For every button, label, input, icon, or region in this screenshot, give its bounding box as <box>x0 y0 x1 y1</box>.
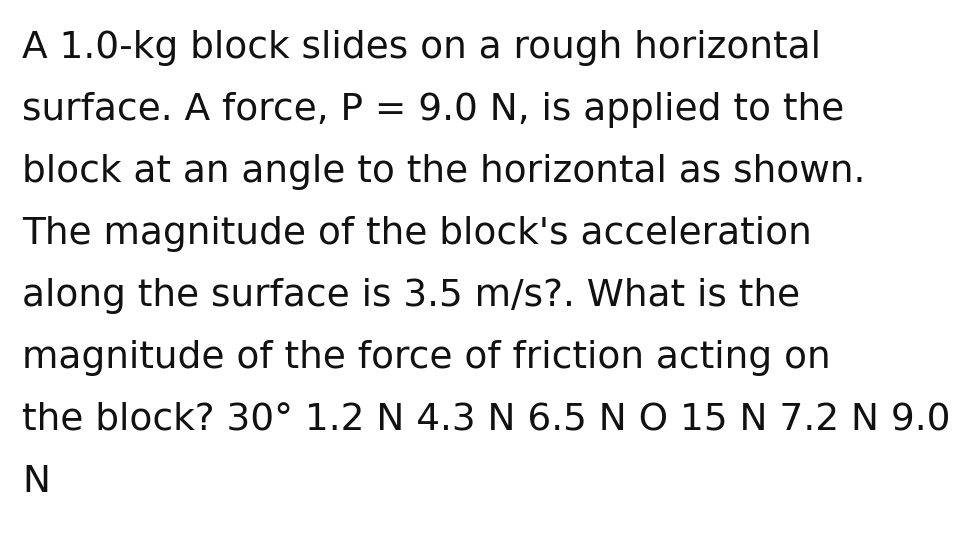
Text: N: N <box>22 464 50 500</box>
Text: surface. A force, P = 9.0 N, is applied to the: surface. A force, P = 9.0 N, is applied … <box>22 92 844 128</box>
Text: block at an angle to the horizontal as shown.: block at an angle to the horizontal as s… <box>22 154 865 190</box>
Text: along the surface is 3.5 m/s?. What is the: along the surface is 3.5 m/s?. What is t… <box>22 278 800 314</box>
Text: the block? 30° 1.2 N 4.3 N 6.5 N O 15 N 7.2 N 9.0: the block? 30° 1.2 N 4.3 N 6.5 N O 15 N … <box>22 402 949 438</box>
Text: The magnitude of the block's acceleration: The magnitude of the block's acceleratio… <box>22 216 811 252</box>
Text: A 1.0-kg block slides on a rough horizontal: A 1.0-kg block slides on a rough horizon… <box>22 30 820 66</box>
Text: magnitude of the force of friction acting on: magnitude of the force of friction actin… <box>22 340 829 376</box>
